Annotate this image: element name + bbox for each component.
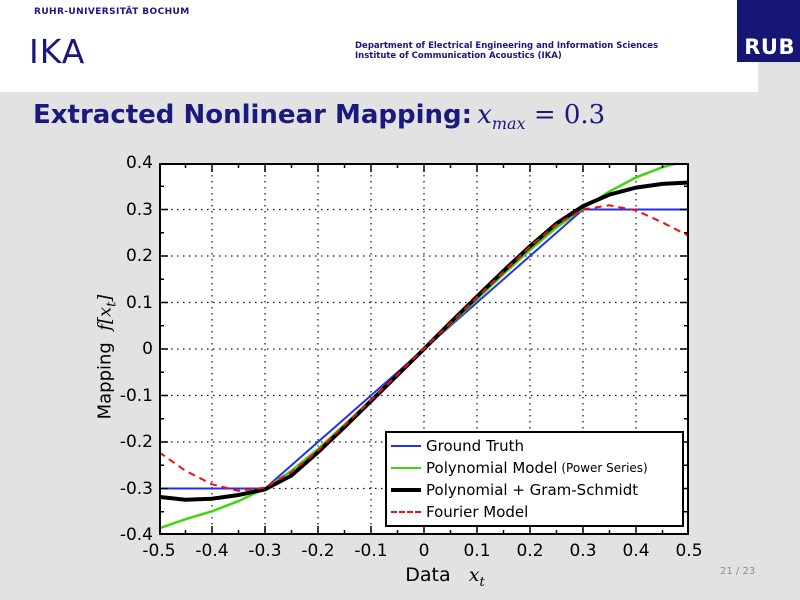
gray-corner-decoration [758, 62, 800, 92]
legend-box: Ground Truth Polynomial Model (Power Serie… [385, 431, 684, 527]
y-tick-label: 0 [142, 339, 153, 359]
x-tick-label: 0.3 [569, 541, 597, 561]
series-fourier-model [159, 204, 689, 492]
x-tick-label: -0.5 [142, 541, 176, 561]
legend-sublabel: (Power Series) [561, 461, 648, 475]
slide-title-math: xmax = 0.3 [477, 100, 606, 134]
legend-label: Fourier Model [426, 503, 529, 521]
x-tick-label: -0.4 [195, 541, 229, 561]
x-tick-label: 0.1 [463, 541, 491, 561]
chart-canvas [159, 163, 689, 535]
rub-logo-text: RUB [744, 35, 795, 59]
legend-row: Ground Truth [391, 435, 678, 457]
department-line-1: Department of Electrical Engineering and… [355, 41, 659, 51]
y-tick-label: -0.3 [119, 478, 153, 499]
x-tick-label: 0.5 [675, 541, 703, 561]
y-tick-label: 0.3 [125, 199, 153, 220]
university-name: RUHR-UNIVERSITÄT BOCHUM [34, 7, 190, 17]
x-tick-label: -0.3 [248, 541, 282, 561]
page-number: 21 / 23 [720, 566, 756, 577]
legend-line-sample [391, 445, 421, 447]
y-tick-label: 0.4 [125, 153, 153, 173]
legend-line-sample [391, 511, 421, 513]
plot-border [159, 163, 689, 535]
rub-logo: RUB [737, 0, 800, 62]
plot-area: Ground Truth Polynomial Model (Power Serie… [159, 163, 689, 535]
y-tick-label: -0.4 [119, 525, 153, 545]
x-axis-label: Data xt [405, 564, 485, 590]
department-lines: Department of Electrical Engineering and… [355, 41, 659, 61]
x-tick-label: 0.2 [516, 541, 544, 561]
department-line-2: Institute of Communication Acoustics (IK… [355, 50, 562, 61]
slide-title: Extracted Nonlinear Mapping: xmax = 0.3 [33, 100, 605, 133]
legend-row: Fourier Model [391, 501, 678, 523]
legend-label: Polynomial + Gram-Schmidt [426, 481, 639, 499]
x-tick-label: 0.4 [622, 541, 650, 561]
x-tick-label: -0.1 [354, 541, 388, 561]
y-tick-label: -0.2 [119, 432, 153, 452]
legend-line-sample [391, 488, 421, 492]
legend-row: Polynomial + Gram-Schmidt [391, 479, 678, 501]
x-tick-label: -0.2 [301, 541, 335, 561]
legend-line-sample [391, 467, 421, 469]
legend-row: Polynomial Model (Power Series) [391, 457, 678, 479]
y-tick-label: 0.1 [125, 292, 153, 313]
slide-title-text: Extracted Nonlinear Mapping: [33, 100, 473, 130]
y-tick-label: 0.2 [125, 246, 153, 266]
legend-label: Polynomial Model [426, 459, 558, 477]
y-tick-label: -0.1 [119, 385, 153, 406]
institute-abbreviation: IKA [29, 32, 86, 71]
x-tick-label: 0 [418, 541, 430, 561]
legend-label: Ground Truth [426, 437, 524, 455]
